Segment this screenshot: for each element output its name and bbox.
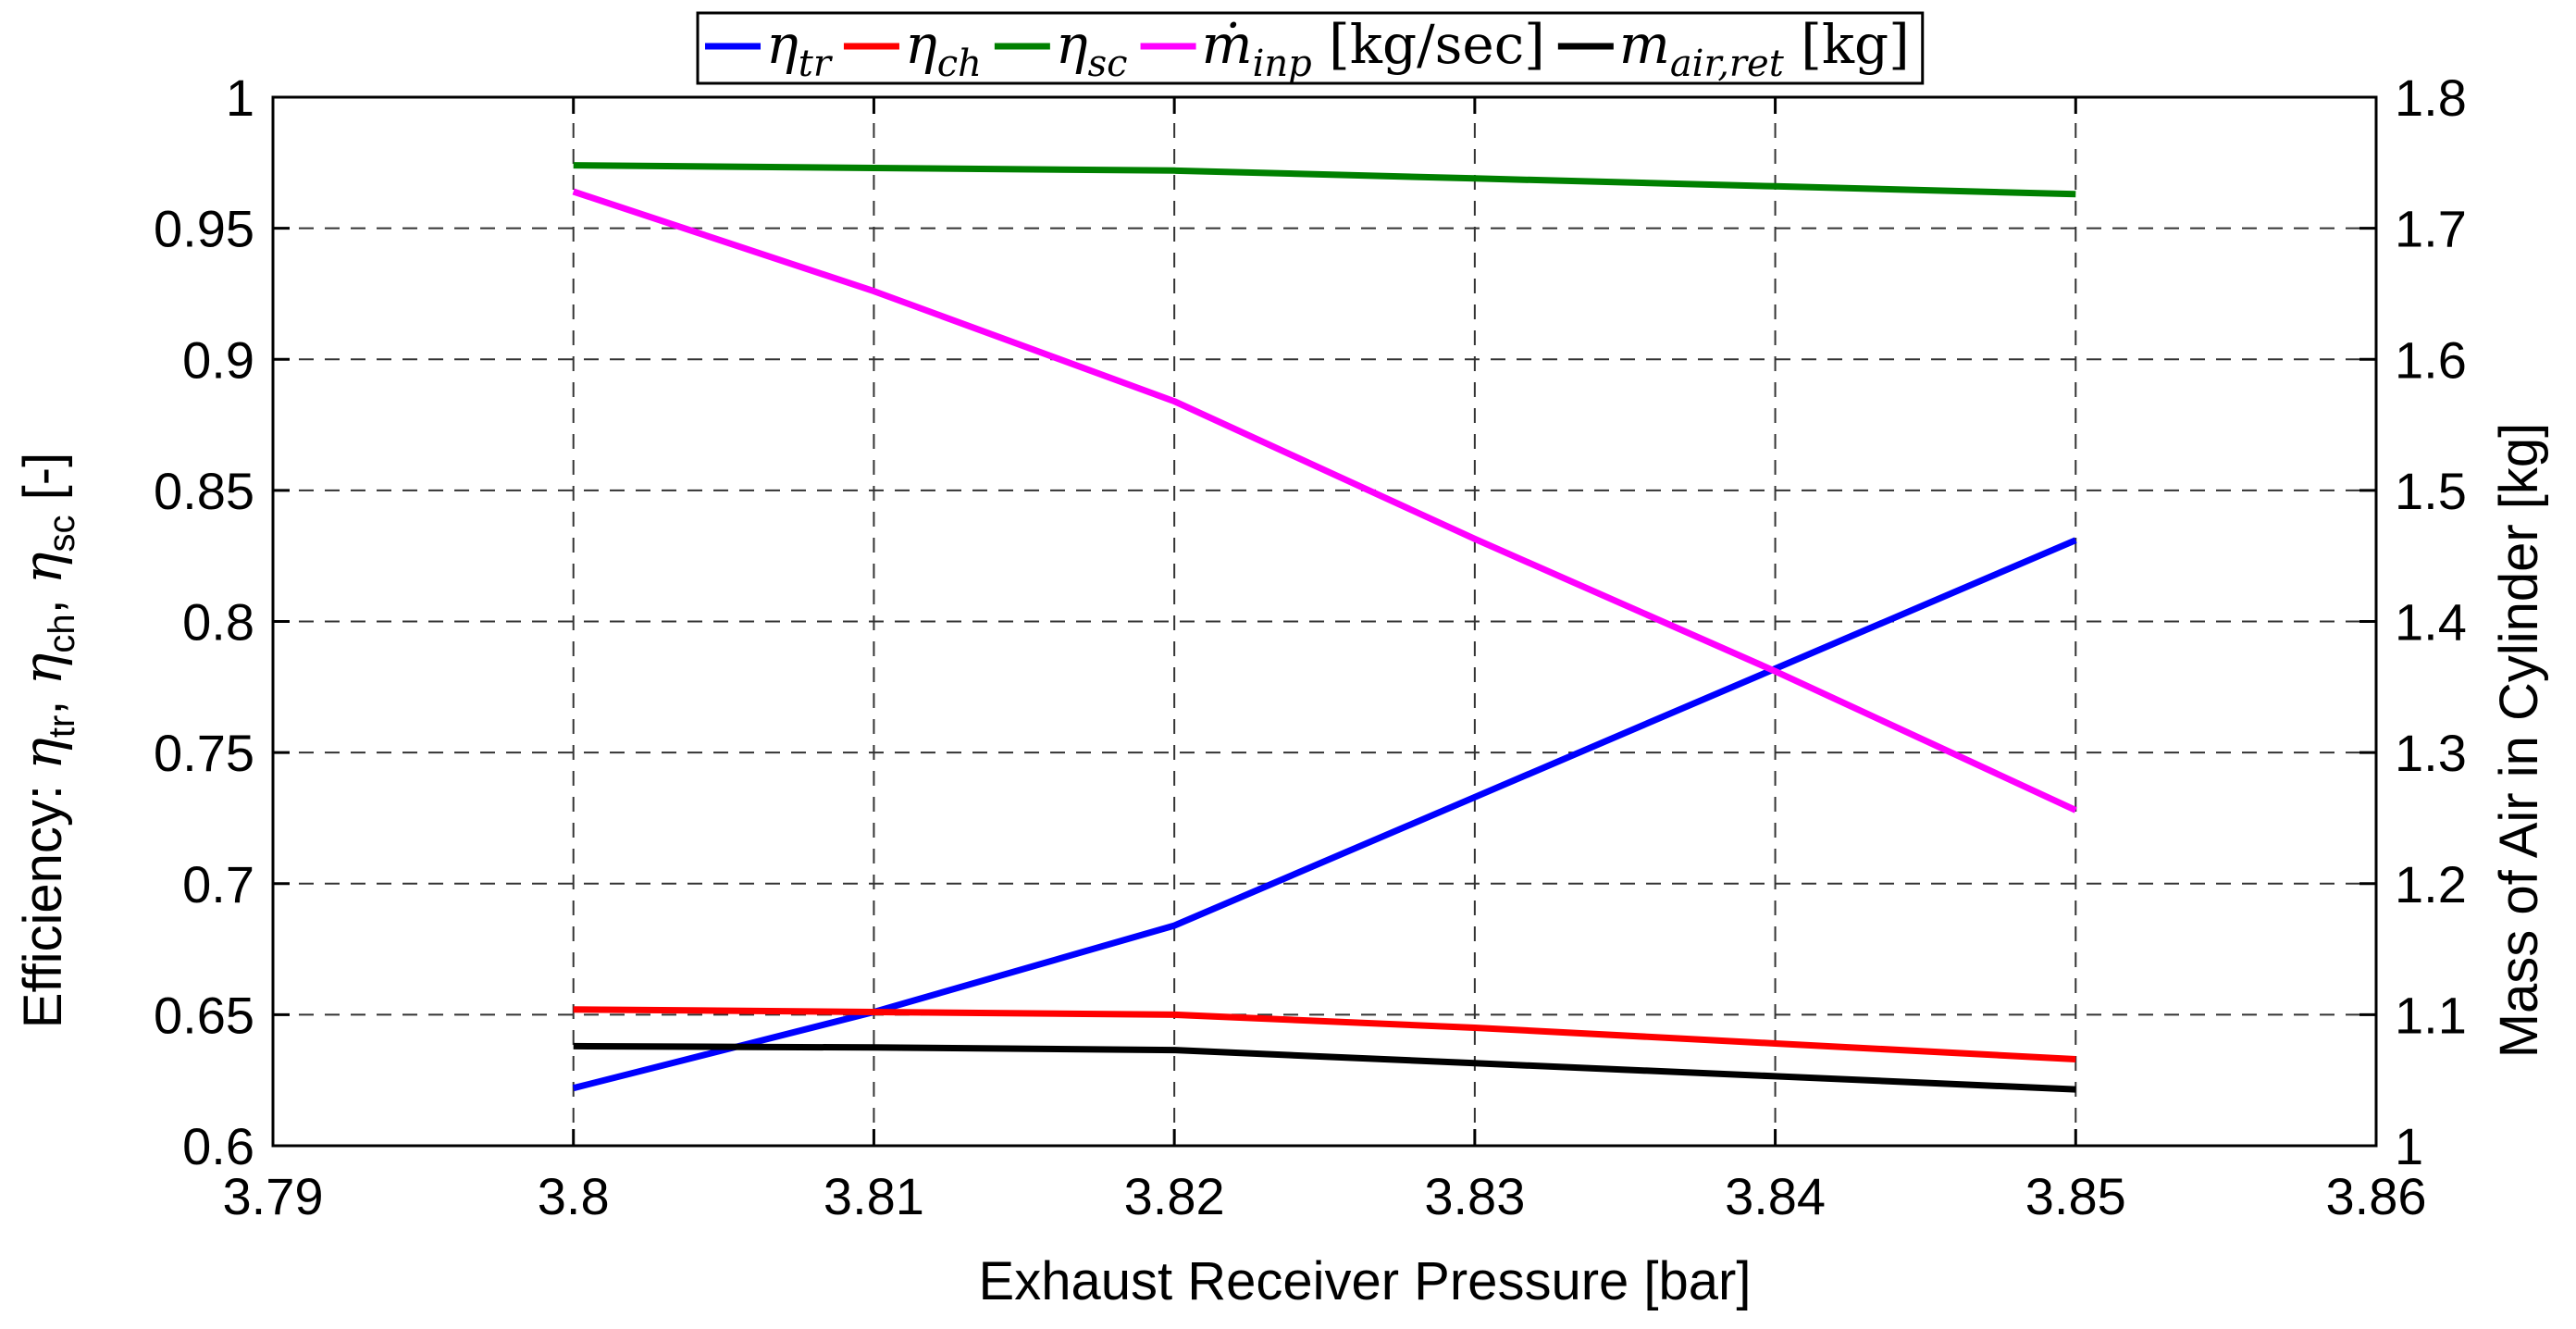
legend-subscript: inp (1253, 43, 1312, 85)
y-left-title-symbol: η (11, 738, 74, 770)
y-right-tick-label: 1.3 (2395, 724, 2467, 782)
x-tick-label: 3.79 (223, 1167, 324, 1225)
y-right-tick-label: 1.1 (2395, 986, 2467, 1044)
axis-titles: Exhaust Receiver Pressure [bar] Efficien… (11, 423, 2549, 1311)
y-right-tick-label: 1.2 (2395, 855, 2467, 913)
y-left-tick-label: 0.85 (154, 462, 254, 520)
y-left-tick-label: 0.95 (154, 200, 254, 258)
x-tick-label: 3.82 (1124, 1167, 1225, 1225)
y-right-tick-label: 1.6 (2395, 330, 2467, 389)
legend-subscript: ch (937, 43, 982, 85)
y-left-tick-label: 0.65 (154, 986, 254, 1044)
y-left-tick-label: 0.9 (182, 330, 254, 389)
legend: ηtr ηch ηsc ṁinp [kg/sec] mair,ret [kg] (696, 11, 1925, 85)
y-left-title-symbol: η (11, 652, 74, 685)
y-right-tick-label: 1.4 (2395, 593, 2467, 652)
legend-label-4: mair,ret [kg] (1619, 13, 1910, 85)
y-axis-right-title: Mass of Air in Cylinder [kg] (2489, 423, 2549, 1059)
legend-symbol: m (1619, 13, 1670, 76)
y-left-title-separator: , (13, 584, 73, 614)
y-right-tick-label: 1.7 (2395, 200, 2467, 258)
y-left-title-subscript: tr (42, 715, 82, 738)
legend-label-3: ṁinp [kg/sec] (1202, 13, 1545, 85)
legend-unit: [kg] (1784, 13, 1910, 76)
y-left-tick-label: 0.8 (182, 593, 254, 652)
y-right-tick-label: 1.8 (2395, 68, 2467, 127)
ticks (271, 95, 2378, 1148)
legend-label-1: ηch (905, 13, 982, 85)
legend-label-2: ηsc (1056, 13, 1128, 85)
legend-symbol: η (1056, 13, 1088, 76)
series-line-0 (572, 537, 2077, 1092)
x-tick-label: 3.83 (1424, 1167, 1525, 1225)
series-line-3 (572, 188, 2077, 814)
series-line-1 (573, 1006, 2076, 1062)
series-layer (572, 162, 2077, 1093)
y-left-title-separator: [-] (13, 453, 73, 515)
x-tick-label: 3.81 (824, 1167, 924, 1225)
legend-subscript: sc (1088, 43, 1128, 85)
series-line-2 (573, 162, 2076, 198)
y-right-tick-label: 1 (2395, 1117, 2423, 1175)
y-axis-left-title: Efficiency: ηtr, ηch, ηsc [-] (11, 453, 82, 1028)
x-tick-label: 3.8 (538, 1167, 610, 1225)
legend-symbol: η (905, 13, 937, 76)
y-left-tick-label: 0.7 (182, 855, 254, 913)
legend-symbol: η (766, 13, 799, 76)
y-left-title-separator: , (13, 685, 73, 714)
legend-subscript: tr (799, 43, 834, 85)
y-left-tick-label: 0.75 (154, 724, 254, 782)
y-left-tick-label: 1 (226, 68, 254, 127)
y-left-title-symbol: η (11, 552, 74, 584)
legend-box (696, 11, 1925, 85)
y-right-tick-label: 1.5 (2395, 462, 2467, 520)
y-left-title-subscript: ch (42, 614, 82, 652)
y-left-tick-label: 0.6 (182, 1117, 254, 1175)
legend-symbol: ṁ (1202, 13, 1253, 76)
legend-subscript: air,ret (1670, 43, 1785, 85)
x-tick-label: 3.86 (2326, 1167, 2427, 1225)
x-tick-label: 3.84 (1725, 1167, 1826, 1225)
x-axis-title: Exhaust Receiver Pressure [bar] (979, 1251, 1752, 1311)
x-tick-label: 3.85 (2025, 1167, 2126, 1225)
tick-labels: 3.79 3.8 3.81 3.82 3.83 3.84 3.85 3.86 0.6 0.65 0.… (154, 68, 2467, 1225)
series-line-4 (573, 1042, 2076, 1093)
legend-label-0: ηtr (766, 13, 834, 85)
y-left-title-subscript: sc (42, 515, 82, 552)
y-left-title-prefix: Efficiency: (13, 770, 73, 1028)
legend-unit: [kg/sec] (1312, 13, 1545, 76)
grid (273, 97, 2376, 1146)
